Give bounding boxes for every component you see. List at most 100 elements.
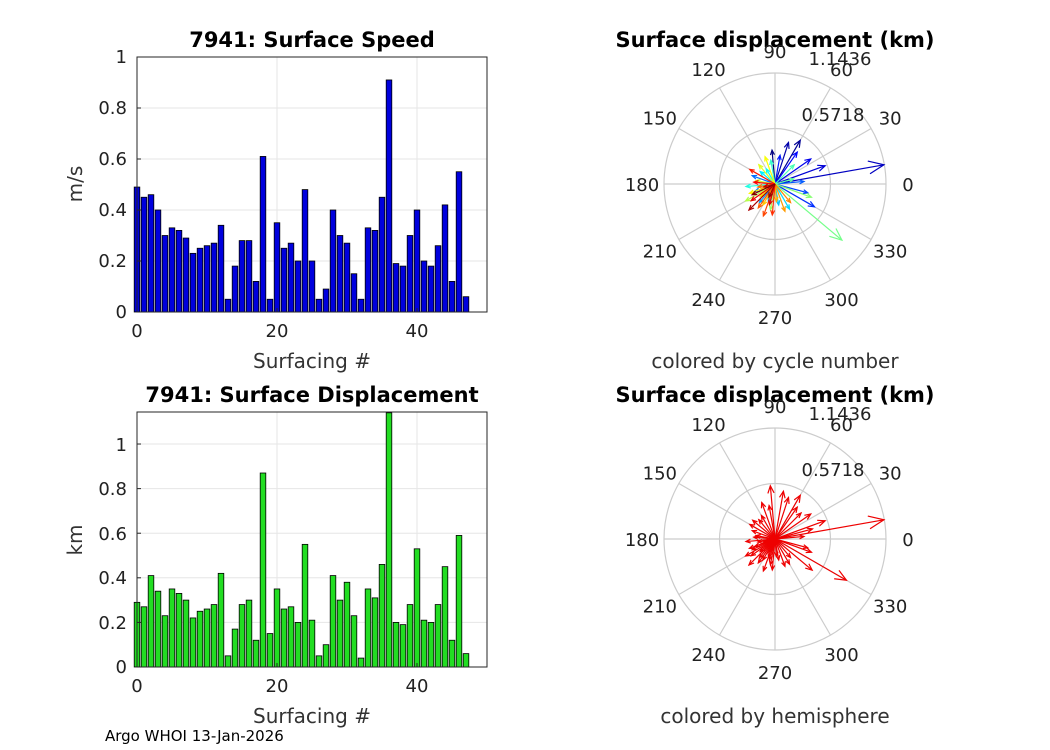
polar-cycle-vector xyxy=(770,183,776,217)
displacement-ytick-label: 1 xyxy=(116,435,127,456)
polar-hemisphere-vector xyxy=(774,505,799,540)
speed-bar xyxy=(406,235,414,313)
polar-hemisphere-vector xyxy=(767,484,776,540)
speed-ytick-label: 1 xyxy=(116,47,127,68)
polar-hemisphere-vector xyxy=(751,519,776,540)
polar-hemisphere-vector xyxy=(757,518,776,540)
speed-bar xyxy=(280,247,288,313)
speed-bar xyxy=(238,240,246,313)
polar-cycle-vector xyxy=(749,183,776,202)
speed-bar xyxy=(371,229,379,313)
speed-ytick-label: 0.6 xyxy=(98,149,127,170)
speed-bar xyxy=(266,298,274,313)
displacement-bar xyxy=(210,604,218,668)
speed-bar xyxy=(161,235,169,313)
polar-hemisphere-angle-label: 210 xyxy=(643,597,677,618)
polar-cycle-angle-label: 240 xyxy=(691,290,725,311)
displacement-bar xyxy=(280,608,288,668)
displacement-bar xyxy=(245,599,253,668)
polar-hemisphere-spoke xyxy=(774,482,872,540)
speed-bar xyxy=(231,265,239,313)
speed-bar xyxy=(217,224,225,313)
polar-hemisphere-title: Surface displacement (km) xyxy=(615,383,934,407)
speed-bar xyxy=(196,247,204,313)
displacement-bar xyxy=(406,604,414,668)
polar-cycle-angle-label: 180 xyxy=(625,175,659,196)
polar-hemisphere-angle-label: 30 xyxy=(879,464,902,485)
speed-chart-title: 7941: Surface Speed xyxy=(189,28,435,52)
speed-bar xyxy=(259,156,267,313)
speed-bar xyxy=(441,204,449,313)
speed-bar xyxy=(308,260,316,313)
polar-cycle-vector xyxy=(774,138,802,185)
displacement-bar xyxy=(413,548,421,668)
polar-hemisphere-angle-label: 180 xyxy=(625,530,659,551)
polar-hemisphere-vector xyxy=(747,538,776,567)
speed-bars xyxy=(133,79,470,313)
displacement-bar xyxy=(140,606,148,668)
speed-tick-marks xyxy=(136,56,418,313)
polar-hemisphere-vector xyxy=(774,495,790,540)
polar-cycle-vector xyxy=(774,183,816,208)
polar-cycle-angle-label: 330 xyxy=(873,242,907,263)
polar-hemisphere-chart: Surface displacement (km) 0 30 60 90 120 150 1… xyxy=(615,383,934,728)
displacement-bar xyxy=(147,575,155,668)
speed-bar xyxy=(322,288,330,313)
polar-hemisphere-angle-label: 270 xyxy=(758,663,792,684)
speed-xtick-label: 0 xyxy=(131,321,142,342)
polar-hemisphere-angle-label: 90 xyxy=(764,397,787,418)
displacement-bar xyxy=(336,599,344,668)
speed-bar xyxy=(385,79,393,313)
speed-bar xyxy=(294,260,302,313)
polar-cycle-angle-label: 120 xyxy=(691,60,725,81)
displacement-bar xyxy=(399,624,407,668)
speed-bar xyxy=(399,265,407,313)
polar-hemisphere-vector xyxy=(774,534,806,540)
polar-cycle-angle-labels: 0 30 60 90 120 150 180 210 240 270 300 330 xyxy=(625,42,914,329)
speed-bar xyxy=(315,298,323,313)
displacement-bar xyxy=(448,639,456,668)
polar-cycle-angle-label: 150 xyxy=(643,109,677,130)
speed-bar xyxy=(392,263,400,313)
polar-cycle-vector xyxy=(774,140,790,185)
displacement-bar xyxy=(154,590,162,668)
polar-cycle-spoke xyxy=(774,127,872,185)
displacement-bar xyxy=(217,572,225,668)
displacement-bar xyxy=(357,657,365,668)
polar-cycle-rlabel-inner: 0.5718 xyxy=(802,105,865,126)
polar-cycle-caption: colored by cycle number xyxy=(651,349,899,373)
speed-bar xyxy=(455,171,463,313)
speed-bar xyxy=(189,252,197,313)
polar-hemisphere-vector xyxy=(752,535,776,541)
polar-cycle-vector xyxy=(769,158,776,185)
speed-bar xyxy=(287,242,295,313)
polar-hemisphere-angle-label: 60 xyxy=(830,415,853,436)
polar-hemisphere-angle-label: 120 xyxy=(691,415,725,436)
speed-bar xyxy=(350,273,358,313)
speed-bar xyxy=(147,194,155,313)
displacement-chart-title: 7941: Surface Displacement xyxy=(145,383,478,407)
displacement-bar xyxy=(175,593,183,668)
speed-x-tick-labels: 0 20 40 xyxy=(131,321,428,342)
displacement-y-tick-labels: 0 0.2 0.4 0.6 0.8 1 xyxy=(98,435,127,678)
displacement-ytick-label: 0.4 xyxy=(98,568,127,589)
speed-bar xyxy=(301,189,309,313)
speed-bar xyxy=(336,235,344,313)
polar-hemisphere-vector xyxy=(770,538,776,572)
polar-cycle-chart: Surface displacement (km) 0 30 60 90 120 150 1… xyxy=(615,28,934,373)
speed-bar xyxy=(413,209,421,313)
polar-cycle-vector xyxy=(774,164,827,185)
polar-cycle-grid xyxy=(663,72,887,296)
polar-cycle-vector xyxy=(757,163,776,185)
polar-cycle-vector xyxy=(774,150,799,185)
polar-hemisphere-vector xyxy=(767,504,776,540)
polar-hemisphere-vector xyxy=(774,538,814,572)
polar-cycle-angle-label: 90 xyxy=(764,42,787,63)
polar-hemisphere-vector xyxy=(774,515,886,540)
speed-bar xyxy=(448,280,456,313)
displacement-bar xyxy=(301,543,309,668)
polar-cycle-vector xyxy=(774,183,791,211)
displacement-bar xyxy=(420,619,428,668)
displacement-bar xyxy=(266,633,274,668)
